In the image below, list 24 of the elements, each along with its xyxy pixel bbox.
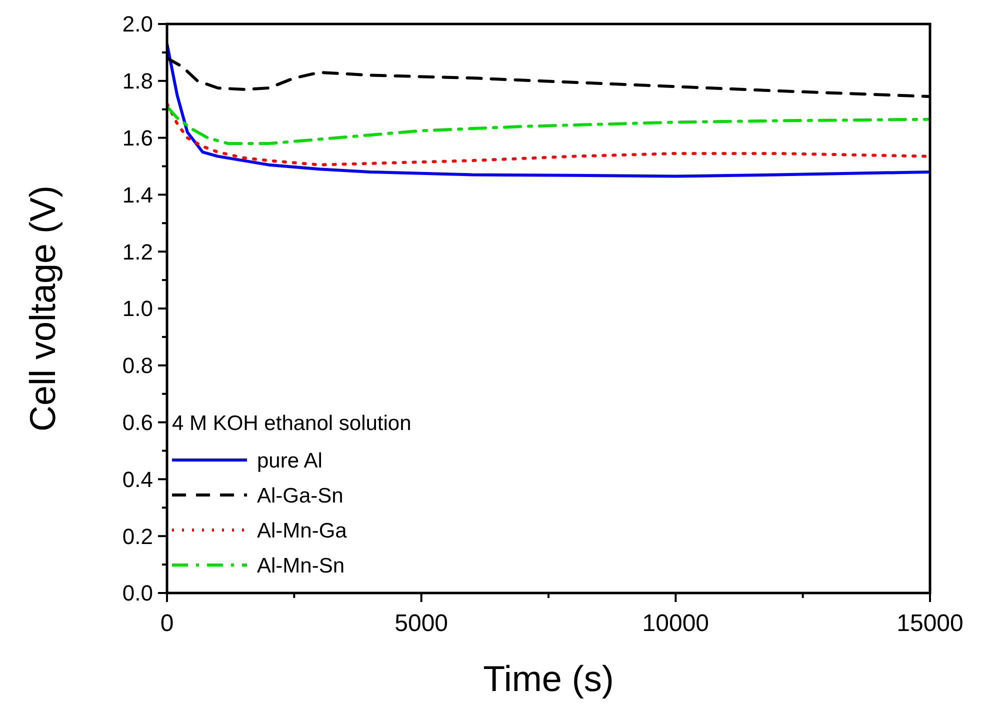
y-tick-label: 0.6 (122, 410, 153, 435)
legend-title: 4 M KOH ethanol solution (172, 412, 412, 435)
legend-label: Al-Ga-Sn (257, 484, 344, 508)
y-tick-label: 1.6 (122, 126, 153, 150)
legend-label: Al-Mn-Ga (257, 519, 348, 542)
y-tick-label: 1.0 (122, 296, 153, 322)
x-tick-label: 0 (160, 610, 174, 637)
y-tick-label: 0.8 (122, 353, 153, 378)
y-axis-title: Cell voltage (V) (22, 185, 63, 432)
y-tick-label: 0.0 (122, 580, 153, 606)
y-tick-label: 0.4 (122, 466, 153, 492)
y-tick-label: 1.4 (122, 182, 153, 208)
y-tick-label: 1.8 (122, 68, 153, 94)
y-tick-label: 0.2 (122, 524, 153, 549)
y-tick-label: 1.2 (122, 239, 153, 264)
x-tick-label: 15000 (896, 610, 964, 637)
line-series (167, 42, 930, 178)
line-series (167, 105, 930, 145)
x-axis-title: Time (s) (483, 658, 614, 699)
x-tick-label: 10000 (642, 610, 710, 637)
y-tick-label: 2.0 (122, 12, 153, 37)
legend-label: Al-Mn-Sn (257, 554, 345, 578)
x-tick-label: 5000 (394, 610, 448, 637)
legend-label: pure Al (257, 449, 322, 472)
